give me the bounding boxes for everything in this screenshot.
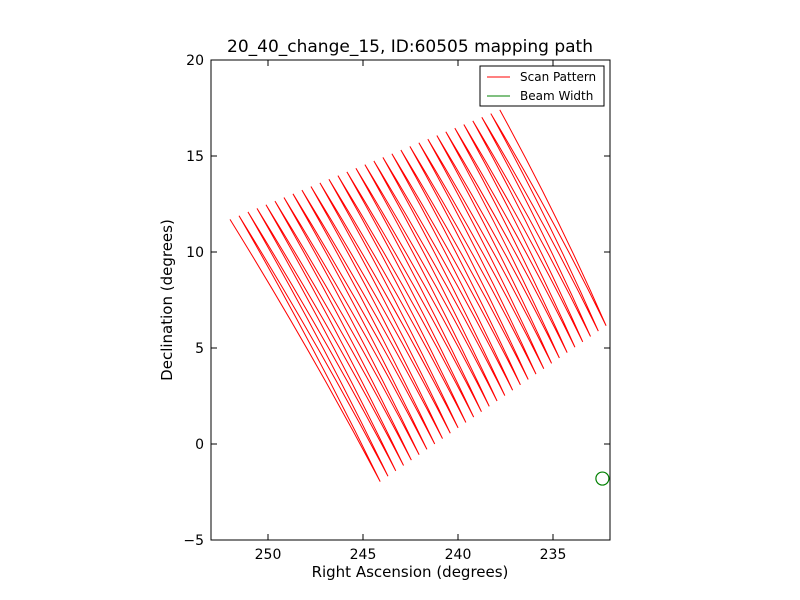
legend-label-scan-pattern: Scan Pattern (520, 70, 596, 84)
y-axis-label: Declination (degrees) (158, 219, 176, 381)
x-axis: 250 245 240 235 (255, 60, 567, 563)
beam-width-marker (595, 471, 610, 486)
y-tick-label: 20 (186, 53, 204, 69)
y-tick-label: 15 (186, 149, 204, 165)
scan-pattern-line (229, 109, 607, 482)
chart-title: 20_40_change_15, ID:60505 mapping path (227, 37, 593, 57)
y-axis: −5 0 5 10 15 20 (183, 53, 610, 549)
x-tick-label: 250 (255, 547, 282, 563)
legend: Scan Pattern Beam Width (479, 65, 605, 107)
x-tick-label: 245 (350, 547, 377, 563)
y-tick-label: 10 (186, 245, 204, 261)
plot-frame (210, 59, 611, 541)
x-tick-label: 240 (445, 547, 472, 563)
legend-box (479, 65, 605, 107)
y-tick-label: −5 (183, 533, 204, 549)
x-axis-label: Right Ascension (degrees) (312, 563, 509, 581)
legend-label-beam-width: Beam Width (520, 89, 593, 103)
x-tick-label: 235 (540, 547, 567, 563)
y-tick-label: 0 (195, 437, 204, 453)
plot-area (229, 109, 610, 486)
y-tick-label: 5 (195, 341, 204, 357)
